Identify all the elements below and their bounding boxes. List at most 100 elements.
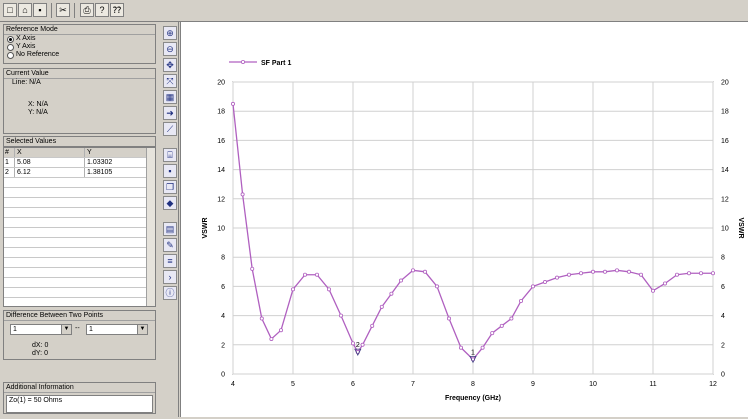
data-point[interactable]	[638, 272, 643, 277]
table-row-empty[interactable]	[4, 218, 155, 228]
data-point[interactable]	[518, 298, 523, 303]
table-row-empty[interactable]	[4, 238, 155, 248]
marker-icon[interactable]: ◆	[163, 196, 177, 210]
table-scrollbar[interactable]	[146, 148, 155, 306]
plot-area[interactable]: 4 5 6 7 8 9 10 11 12 0 0 2 2 4 4 6 6 8 8 10 10 12 12 14 14 16 16 18…	[180, 22, 748, 417]
settings-icon[interactable]: ≡	[163, 254, 177, 268]
fit-icon[interactable]: ⤧	[163, 74, 177, 88]
data-point[interactable]	[259, 316, 264, 321]
data-point[interactable]	[554, 275, 559, 280]
table-row-empty[interactable]	[4, 268, 155, 278]
line-chart-icon[interactable]: ⟋	[163, 122, 177, 136]
grid-icon[interactable]: ▦	[163, 90, 177, 104]
data-point[interactable]	[578, 271, 583, 276]
table-row-empty[interactable]	[4, 248, 155, 258]
data-point[interactable]	[650, 288, 655, 293]
data-point[interactable]	[699, 271, 704, 276]
x-tick-label: 4	[231, 381, 235, 388]
marker-triangle[interactable]	[469, 356, 477, 364]
data-point[interactable]	[490, 331, 495, 336]
data-point[interactable]	[566, 272, 571, 277]
difference-from-select[interactable]: 1 ▼	[10, 324, 72, 335]
table-row[interactable]: 1 5.08 1.03302	[4, 158, 155, 168]
data-point[interactable]	[410, 268, 415, 273]
data-point[interactable]	[686, 271, 691, 276]
context-help-icon[interactable]: ⁇	[110, 3, 124, 17]
data-point[interactable]	[614, 268, 619, 273]
data-point[interactable]	[279, 328, 284, 333]
radio-icon[interactable]	[7, 44, 14, 51]
data-point[interactable]	[434, 284, 439, 289]
radio-icon[interactable]	[7, 52, 14, 59]
radio-x-axis[interactable]: X Axis	[4, 35, 155, 43]
data-point[interactable]	[389, 291, 394, 296]
help-icon[interactable]: ?	[95, 3, 109, 17]
zoom-out-icon[interactable]: ⊖	[163, 42, 177, 56]
data-point[interactable]	[674, 272, 679, 277]
new-icon[interactable]: □	[3, 3, 17, 17]
pan-icon[interactable]: ✥	[163, 58, 177, 72]
copy-icon[interactable]: ❐	[163, 180, 177, 194]
chevron-down-icon[interactable]: ▼	[137, 325, 147, 334]
table-row-empty[interactable]	[4, 198, 155, 208]
save-icon[interactable]: ▪	[33, 3, 47, 17]
save-plot-icon[interactable]: ▪	[163, 164, 177, 178]
edit-icon[interactable]: ✎	[163, 238, 177, 252]
data-point[interactable]	[662, 281, 667, 286]
next-icon[interactable]: ›	[163, 270, 177, 284]
data-point[interactable]	[240, 192, 245, 197]
selected-values-table[interactable]: # X Y 1 5.08 1.03302 2 6.12 1.38105	[3, 147, 156, 307]
table-row-empty[interactable]	[4, 228, 155, 238]
table-row-empty[interactable]	[4, 178, 155, 188]
chevron-down-icon[interactable]: ▼	[61, 325, 71, 334]
select-value: 1	[89, 326, 93, 333]
difference-to-select[interactable]: 1 ▼	[86, 324, 148, 335]
table-row-empty[interactable]	[4, 208, 155, 218]
folder-icon[interactable]: ⌸	[163, 148, 177, 162]
data-point[interactable]	[231, 101, 236, 106]
data-point[interactable]	[250, 266, 255, 271]
radio-selected-icon[interactable]	[7, 36, 14, 43]
print-icon[interactable]: ⎙	[80, 3, 94, 17]
table-row[interactable]: 2 6.12 1.38105	[4, 168, 155, 178]
data-point[interactable]	[458, 345, 463, 350]
data-point[interactable]	[370, 323, 375, 328]
x-axis-label: Frequency (GHz)	[445, 395, 501, 402]
data-point[interactable]	[422, 269, 427, 274]
data-point[interactable]	[711, 271, 716, 276]
data-point[interactable]	[602, 269, 607, 274]
open-icon[interactable]: ⌂	[18, 3, 32, 17]
data-point[interactable]	[530, 284, 535, 289]
table-row-empty[interactable]	[4, 278, 155, 288]
data-point[interactable]	[291, 287, 296, 292]
arrow-icon[interactable]: ➜	[163, 106, 177, 120]
data-point[interactable]	[480, 345, 485, 350]
marker-triangle[interactable]	[354, 348, 362, 356]
radio-no-reference[interactable]: No Reference	[4, 51, 155, 59]
data-point[interactable]	[314, 272, 319, 277]
table-icon[interactable]: ▤	[163, 222, 177, 236]
info-icon[interactable]: ⓘ	[163, 286, 177, 300]
data-point[interactable]	[350, 341, 355, 346]
data-point[interactable]	[398, 278, 403, 283]
data-point[interactable]	[338, 313, 343, 318]
data-point[interactable]	[626, 269, 631, 274]
data-point[interactable]	[303, 272, 308, 277]
data-point[interactable]	[446, 316, 451, 321]
radio-y-axis[interactable]: Y Axis	[4, 43, 155, 51]
data-point[interactable]	[269, 336, 274, 341]
zoom-in-icon[interactable]: ⊕	[163, 26, 177, 40]
data-point[interactable]	[360, 342, 365, 347]
data-point[interactable]	[509, 316, 514, 321]
table-row-empty[interactable]	[4, 188, 155, 198]
data-point[interactable]	[379, 304, 384, 309]
y-tick-label-left: 12	[217, 196, 225, 203]
data-point[interactable]	[499, 323, 504, 328]
data-point[interactable]	[326, 287, 331, 292]
data-point[interactable]	[542, 280, 547, 285]
table-row-empty[interactable]	[4, 258, 155, 268]
data-point[interactable]	[590, 269, 595, 274]
cut-icon[interactable]: ✂	[56, 3, 70, 17]
table-row-empty[interactable]	[4, 288, 155, 298]
